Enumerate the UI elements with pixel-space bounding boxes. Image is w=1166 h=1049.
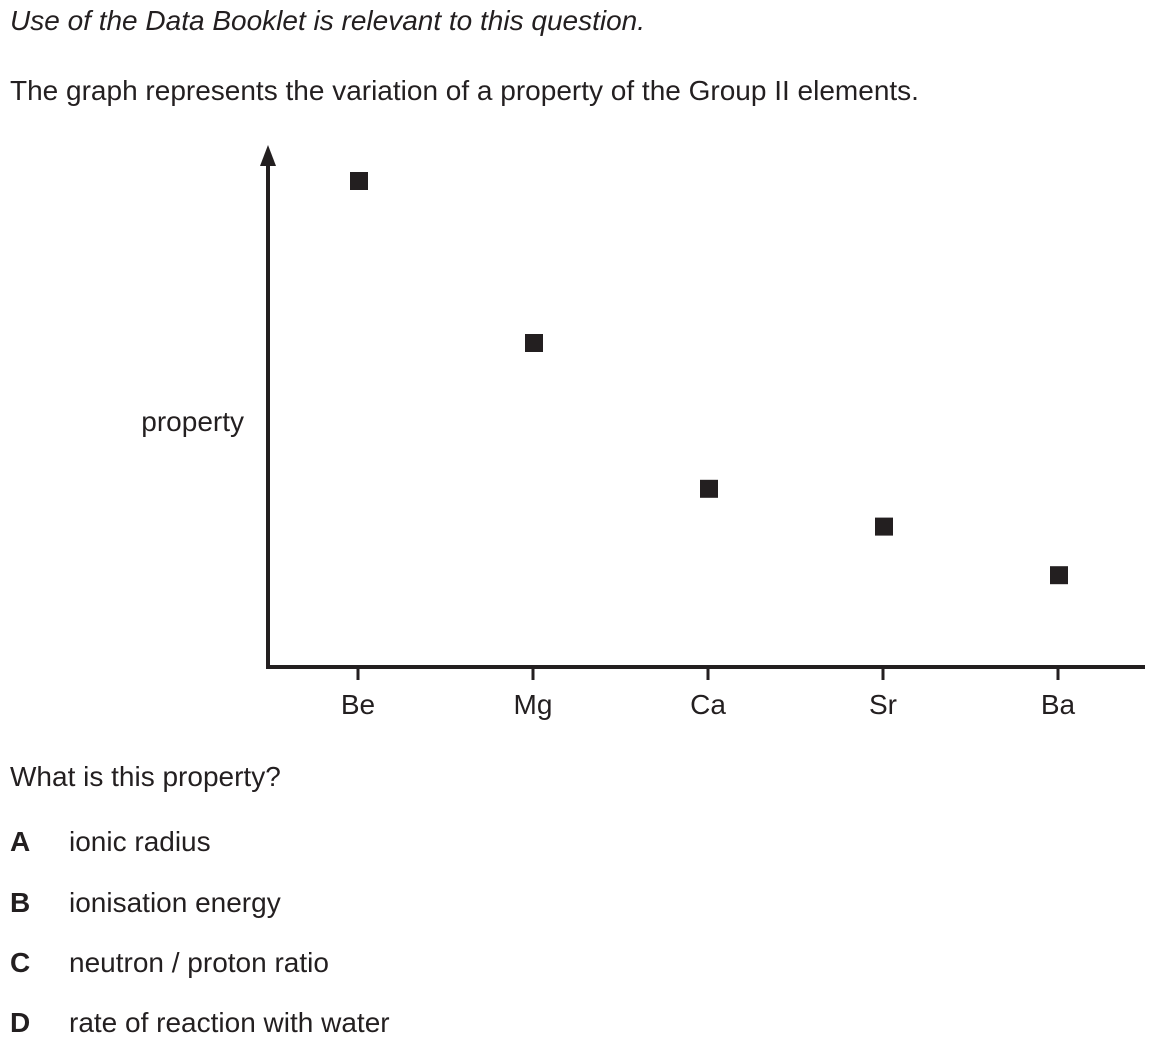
option-text: ionisation energy [69,887,281,918]
option-text: ionic radius [69,826,211,857]
option-letter: C [10,947,31,978]
x-axis-tick-labels: Be Mg Ca Sr Ba [341,689,1076,720]
option-letter: D [10,1007,31,1038]
data-point-mg [525,334,543,352]
option-letter: A [10,826,31,857]
option-text: neutron / proton ratio [69,947,329,978]
x-tick-label-sr: Sr [869,689,897,720]
x-tick-label-ba: Ba [1041,689,1076,720]
data-point-ca [700,479,718,498]
option-text: rate of reaction with water [69,1007,390,1038]
y-axis-label: property [141,406,244,437]
data-point-ba [1050,566,1068,585]
instruction-text: Use of the Data Booklet is relevant to t… [10,5,646,36]
data-points [350,172,1068,585]
group-ii-property-chart: property Be Mg Ca Sr Ba [141,145,1145,720]
x-tick-label-mg: Mg [514,689,553,720]
x-axis-ticks [356,667,1060,680]
data-point-sr [875,517,893,536]
x-tick-label-ca: Ca [690,689,726,720]
option-letter: B [10,887,31,918]
x-tick-label-be: Be [341,689,375,720]
question-stem: The graph represents the variation of a … [10,75,919,106]
data-point-be [350,172,368,190]
y-axis-arrowhead [260,145,276,166]
question-text: What is this property? [10,761,281,792]
